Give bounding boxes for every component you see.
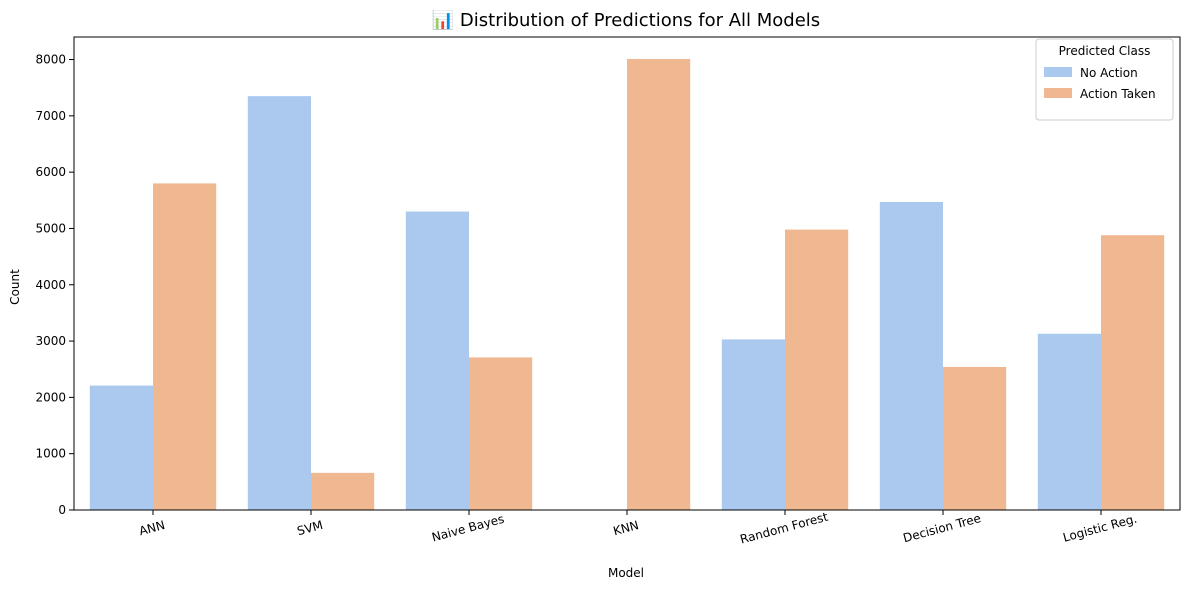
bar-no-action-decision-tree [879, 201, 943, 511]
legend: Predicted Class No Action Action Taken [1035, 38, 1174, 121]
y-tick-label: 2000 [35, 390, 66, 404]
y-tick-label: 5000 [35, 221, 66, 235]
y-tick-label: 1000 [35, 447, 66, 461]
bar-action-taken-logistic-reg- [1101, 235, 1165, 510]
bar-action-taken-naive-bayes [469, 357, 533, 510]
x-tick-label: SVM [296, 518, 325, 538]
y-tick-label: 6000 [35, 165, 66, 179]
y-tick-label: 7000 [35, 109, 66, 123]
chart-title: 📊 Distribution of Predictions for All Mo… [432, 9, 820, 31]
bar-action-taken-decision-tree [943, 366, 1007, 510]
legend-label: Action Taken [1080, 87, 1156, 101]
bar-no-action-logistic-reg- [1037, 333, 1101, 510]
y-tick-label: 3000 [35, 334, 66, 348]
y-tick-label: 8000 [35, 53, 66, 67]
bar-action-taken-knn [627, 58, 691, 511]
legend-swatch [1044, 88, 1072, 98]
bars-layer [89, 58, 1165, 511]
x-axis-label: Model [608, 566, 644, 580]
bar-no-action-ann [89, 385, 153, 510]
bar-action-taken-ann [153, 183, 217, 510]
bar-action-taken-random-forest [785, 229, 849, 510]
bar-no-action-svm [247, 96, 311, 511]
x-tick-label: KNN [612, 518, 641, 538]
legend-items: No Action Action Taken [1044, 66, 1156, 101]
bar-action-taken-svm [311, 472, 375, 510]
y-tick-label: 0 [58, 503, 66, 517]
legend-title: Predicted Class [1059, 44, 1151, 58]
bar-no-action-random-forest [721, 339, 785, 510]
legend-swatch [1044, 67, 1072, 77]
y-axis-label: Count [8, 269, 22, 305]
bar-no-action-naive-bayes [405, 211, 469, 510]
legend-box [1035, 38, 1174, 121]
legend-label: No Action [1080, 66, 1138, 80]
y-tick-label: 4000 [35, 278, 66, 292]
x-tick-label: ANN [138, 518, 167, 538]
